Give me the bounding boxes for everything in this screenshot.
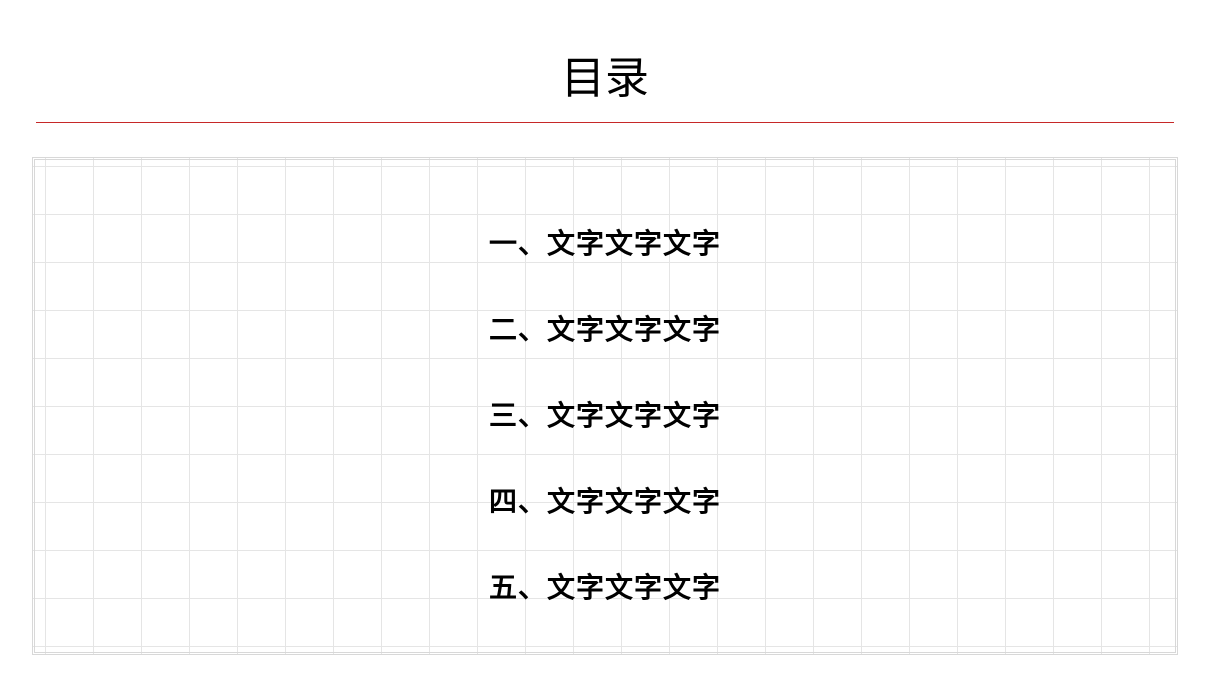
- toc-grid-panel: 一、文字文字文字 二、文字文字文字 三、文字文字文字 四、文字文字文字 五、文字…: [32, 157, 1178, 655]
- toc-list: 一、文字文字文字 二、文字文字文字 三、文字文字文字 四、文字文字文字 五、文字…: [35, 222, 1175, 606]
- toc-item: 五、文字文字文字: [489, 566, 721, 606]
- toc-item: 二、文字文字文字: [489, 308, 721, 348]
- toc-item: 一、文字文字文字: [489, 222, 721, 262]
- toc-item: 四、文字文字文字: [489, 480, 721, 520]
- toc-item: 三、文字文字文字: [489, 394, 721, 434]
- page-title: 目录: [0, 0, 1210, 122]
- title-divider: [36, 122, 1174, 123]
